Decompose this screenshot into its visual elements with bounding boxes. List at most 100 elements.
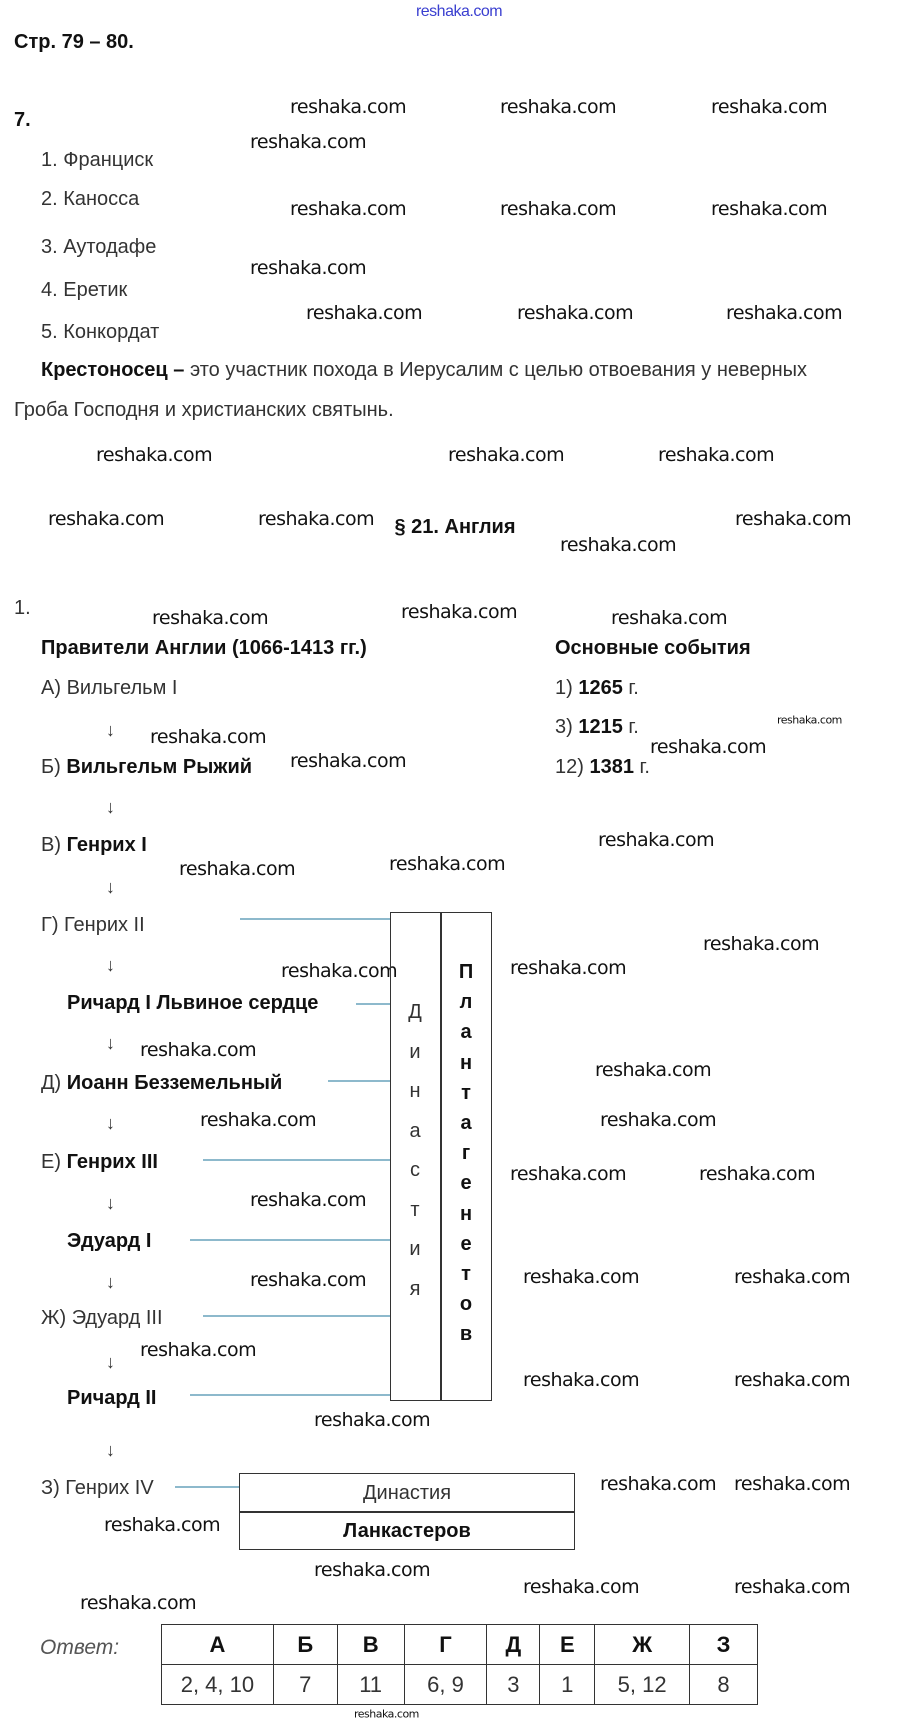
answer-header-cell: Ж [594, 1624, 691, 1665]
ruler-letter: Г) [41, 914, 65, 936]
arrow-down-icon: ↓ [106, 1440, 115, 1460]
watermark: reshaka.com [448, 444, 565, 466]
watermark: reshaka.com [250, 131, 367, 153]
ruler-name: Иоанн Безземельный [66, 1072, 283, 1094]
watermark: reshaka.com [401, 601, 518, 623]
event-year: 1381 [589, 756, 634, 778]
ruler-name: Генрих II [64, 914, 145, 936]
watermark: reshaka.com [314, 1559, 431, 1581]
definition-term: Крестоносец – [41, 359, 185, 381]
ruler-item: Эдуард I [67, 1229, 151, 1253]
watermark: reshaka.com [250, 1189, 367, 1211]
connector-line [190, 1239, 390, 1241]
ruler-name: Генрих IV [65, 1477, 154, 1499]
event-item: 12) 1381 г. [555, 755, 650, 779]
ruler-letter: Ж) [41, 1307, 72, 1329]
connector-line [240, 918, 390, 920]
watermark: reshaka.com [560, 534, 677, 556]
watermark: reshaka.com [281, 960, 398, 982]
answer-header-cell: В [336, 1624, 405, 1665]
vertical-letter: с [410, 1159, 420, 1181]
list-item: 3. Аутодафе [41, 236, 157, 258]
watermark: reshaka.com [250, 257, 367, 279]
watermark: reshaka.com [711, 198, 828, 220]
watermark: reshaka.com [734, 1473, 851, 1495]
watermark: reshaka.com [104, 1514, 221, 1536]
watermark: reshaka.com [140, 1039, 257, 1061]
answer-header-cell: Е [539, 1624, 596, 1665]
definition-text: это участник похода в Иерусалим с целью … [184, 359, 808, 381]
vertical-letter: т [461, 1081, 471, 1104]
answer-header-cell: Б [272, 1624, 338, 1665]
watermark: reshaka.com [500, 96, 617, 118]
vertical-letter: н [459, 1051, 473, 1074]
watermark: reshaka.com [290, 750, 407, 772]
vertical-letter: а [409, 1119, 421, 1142]
arrow-down-icon: ↓ [106, 1033, 115, 1053]
event-suffix: г. [622, 716, 639, 738]
connector-line [356, 1003, 390, 1005]
watermark: reshaka.com [658, 444, 775, 466]
vertical-letter: н [409, 1080, 421, 1102]
event-item: 1) 1265 г. [555, 676, 639, 700]
vertical-letter: л [459, 991, 473, 1014]
arrow-down-icon: ↓ [106, 1113, 115, 1133]
answer-value-cell: 7 [272, 1664, 338, 1705]
ruler-item: Ричард I Львиное сердце [67, 991, 318, 1015]
arrow-down-icon: ↓ [106, 720, 115, 740]
watermark: reshaka.com [777, 713, 842, 727]
watermark: reshaka.com [415, 3, 503, 20]
watermark: reshaka.com [150, 726, 267, 748]
watermark: reshaka.com [314, 1409, 431, 1431]
watermark: reshaka.com [48, 508, 165, 530]
watermark: reshaka.com [611, 607, 728, 629]
connector-line [328, 1080, 390, 1082]
ruler-item: Д) Иоанн Безземельный [41, 1071, 282, 1095]
watermark: reshaka.com [703, 933, 820, 955]
answer-value-cell: 2, 4, 10 [161, 1664, 274, 1705]
watermark: reshaka.com [699, 1163, 816, 1185]
watermark: reshaka.com [80, 1592, 197, 1614]
arrow-down-icon: ↓ [106, 1272, 115, 1292]
lancaster-word-1: Династия [362, 1482, 452, 1504]
watermark: reshaka.com [354, 1707, 419, 1721]
watermark: reshaka.com [258, 508, 375, 530]
answer-value-cell: 11 [336, 1664, 405, 1705]
list-item: 2. Каносса [41, 188, 140, 210]
ruler-letter: З) [41, 1477, 66, 1499]
watermark: reshaka.com [500, 198, 617, 220]
arrow-down-icon: ↓ [106, 877, 115, 897]
arrow-down-icon: ↓ [106, 797, 115, 817]
answer-header-cell: Г [403, 1624, 488, 1665]
watermark: reshaka.com [734, 1266, 851, 1288]
vertical-letter: П [458, 961, 474, 983]
watermark: reshaka.com [523, 1576, 640, 1598]
watermark: reshaka.com [290, 198, 407, 220]
answer-header-cell: Д [486, 1624, 541, 1665]
ruler-name: Ричард II [67, 1387, 157, 1409]
task-1-number: 1. [14, 597, 31, 619]
page-reference: Стр. 79 – 80. [14, 31, 134, 53]
watermark: reshaka.com [510, 1163, 627, 1185]
vertical-letter: н [459, 1202, 473, 1225]
ruler-letter: В) [41, 834, 67, 856]
list-item: 4. Еретик [41, 279, 128, 301]
lancaster-word-2: Ланкастеров [343, 1520, 471, 1542]
event-num: 3) [555, 716, 579, 738]
answer-header-cell: А [161, 1624, 274, 1665]
vertical-letter: Д [408, 1001, 422, 1023]
ruler-item: Е) Генрих III [41, 1150, 158, 1174]
watermark: reshaka.com [650, 736, 767, 758]
event-year: 1265 [578, 677, 623, 699]
arrow-down-icon: ↓ [106, 1352, 115, 1372]
watermark: reshaka.com [290, 96, 407, 118]
section-title: § 21. Англия [394, 516, 516, 538]
connector-line [203, 1159, 390, 1161]
vertical-letter: о [459, 1293, 473, 1316]
watermark: reshaka.com [306, 302, 423, 324]
watermark: reshaka.com [711, 96, 828, 118]
task-7-number: 7. [14, 109, 31, 131]
watermark: reshaka.com [389, 853, 506, 875]
ruler-letter: А) [41, 677, 67, 699]
